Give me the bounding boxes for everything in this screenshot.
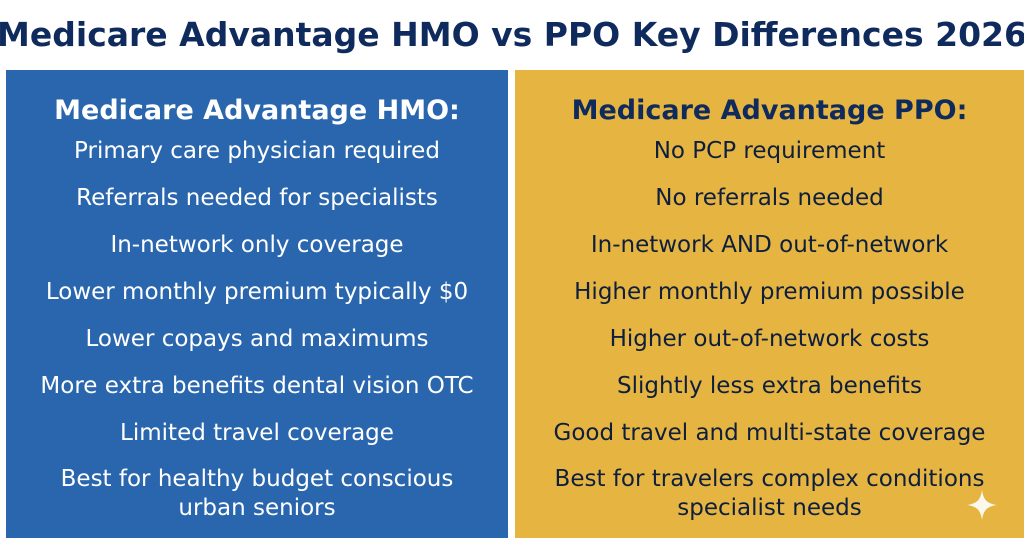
page-title: Medicare Advantage HMO vs PPO Key Differ…: [0, 14, 1024, 54]
ppo-item: In-network AND out-of-network: [590, 232, 949, 258]
hmo-item: Lower monthly premium typically $0: [45, 279, 469, 305]
hmo-item: Primary care physician required: [74, 138, 440, 164]
hmo-item: In-network only coverage: [110, 232, 404, 258]
hmo-item: Lower copays and maximums: [85, 326, 429, 352]
ppo-list: No PCP requirement No referrals needed I…: [515, 132, 1024, 523]
hmo-item: Best for healthy budget conscious urban …: [60, 466, 454, 521]
ppo-item: No PCP requirement: [653, 138, 886, 164]
ppo-panel: Medicare Advantage PPO: No PCP requireme…: [515, 70, 1024, 538]
hmo-heading: Medicare Advantage HMO:: [54, 95, 460, 126]
ppo-item: Best for travelers complex conditions sp…: [554, 466, 985, 521]
ppo-item: No referrals needed: [655, 185, 884, 211]
ppo-heading: Medicare Advantage PPO:: [571, 95, 968, 126]
ppo-item: Slightly less extra benefits: [617, 373, 922, 399]
hmo-list: Primary care physician required Referral…: [6, 132, 508, 523]
ppo-item: Good travel and multi-state coverage: [553, 420, 986, 446]
ppo-item: Higher monthly premium possible: [574, 279, 965, 305]
hmo-item: Limited travel coverage: [120, 420, 394, 446]
ppo-item: Higher out-of-network costs: [609, 326, 930, 352]
hmo-item: More extra benefits dental vision OTC: [40, 373, 474, 399]
hmo-item: Referrals needed for specialists: [76, 185, 438, 211]
sparkle-icon: [967, 490, 997, 520]
hmo-panel: Medicare Advantage HMO: Primary care phy…: [6, 70, 508, 538]
